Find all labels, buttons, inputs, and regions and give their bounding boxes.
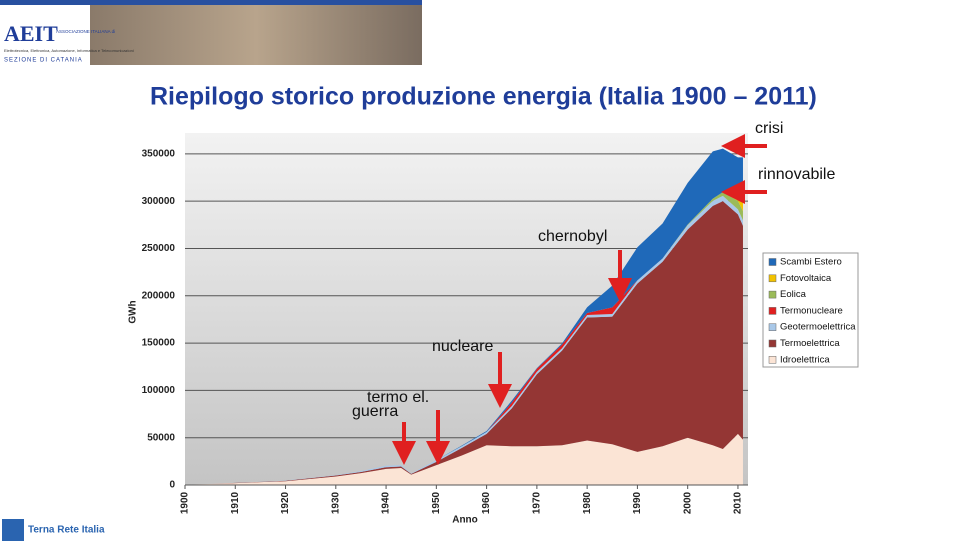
x-tick-label: 1970 [532, 491, 543, 514]
legend-swatch [768, 307, 777, 315]
chart-title: Riepilogo storico produzione energia (It… [150, 83, 817, 111]
logo-box [0, 5, 90, 65]
x-tick-label: 1950 [431, 491, 442, 514]
x-tick-label: 2010 [733, 491, 744, 514]
logo-fields: Elettrotecnica, Elettronica, Automazione… [4, 48, 134, 53]
y-tick-label: 300000 [142, 196, 176, 207]
x-tick-label: 1920 [280, 491, 291, 514]
logo-association: ASSOCIAZIONE ITALIANA di [56, 29, 115, 34]
legend-label: Fotovoltaica [780, 273, 832, 284]
x-tick-label: 1940 [381, 491, 392, 514]
footer-logo-icon [2, 519, 24, 541]
legend-label: Eolica [780, 289, 807, 300]
annotation: termo el. [367, 389, 429, 406]
header-photo [90, 5, 422, 65]
x-tick-label: 1900 [180, 491, 191, 514]
x-tick-label: 1930 [330, 491, 341, 514]
legend-label: Termonucleare [780, 305, 843, 316]
annotation: crisi [755, 120, 783, 137]
x-tick-label: 1960 [481, 491, 492, 514]
logo-section: SEZIONE DI CATANIA [4, 58, 83, 64]
y-axis-label: GWh [128, 300, 139, 323]
area [185, 433, 743, 485]
legend-swatch [768, 356, 777, 364]
footer-logo: Terna Rete Italia [28, 525, 105, 536]
area [185, 201, 743, 485]
x-tick-label: 1910 [230, 491, 241, 514]
y-tick-label: 200000 [142, 290, 176, 301]
legend-label: Idroelettrica [780, 354, 830, 365]
axes: 0 50000 100000 150000 200000 250000 300000 3500… [142, 148, 748, 514]
y-tick-label: 150000 [142, 338, 176, 349]
y-tick-label: 0 [169, 480, 175, 491]
areas [185, 148, 743, 485]
x-axis-label: Anno [452, 515, 478, 526]
annotation: rinnovabile [758, 166, 835, 183]
annotation: nucleare [432, 338, 493, 355]
legend-box [762, 252, 859, 368]
annotation: guerra [352, 403, 398, 420]
legend: Idroelettrica Termoelettrica Geotermoelett… [768, 257, 856, 365]
legend-swatch [768, 258, 777, 266]
y-tick-label: 50000 [147, 432, 175, 443]
logo-text: AEIT [4, 21, 58, 46]
y-tick-label: 100000 [142, 385, 176, 396]
header-strip [0, 0, 422, 5]
legend-label: Termoelettrica [780, 338, 840, 349]
annotation: chernobyl [538, 228, 607, 245]
x-tick-label: 2000 [682, 491, 693, 514]
legend-swatch [768, 323, 777, 331]
legend-swatch [768, 339, 777, 348]
legend-swatch [768, 274, 777, 283]
y-tick-label: 350000 [142, 148, 176, 159]
legend-label: Geotermoelettrica [780, 322, 856, 333]
legend-swatch [768, 290, 777, 299]
x-tick-label: 1980 [582, 491, 593, 514]
y-tick-label: 250000 [142, 243, 176, 254]
legend-label: Scambi Estero [780, 257, 842, 268]
x-tick-label: 1990 [632, 491, 643, 514]
